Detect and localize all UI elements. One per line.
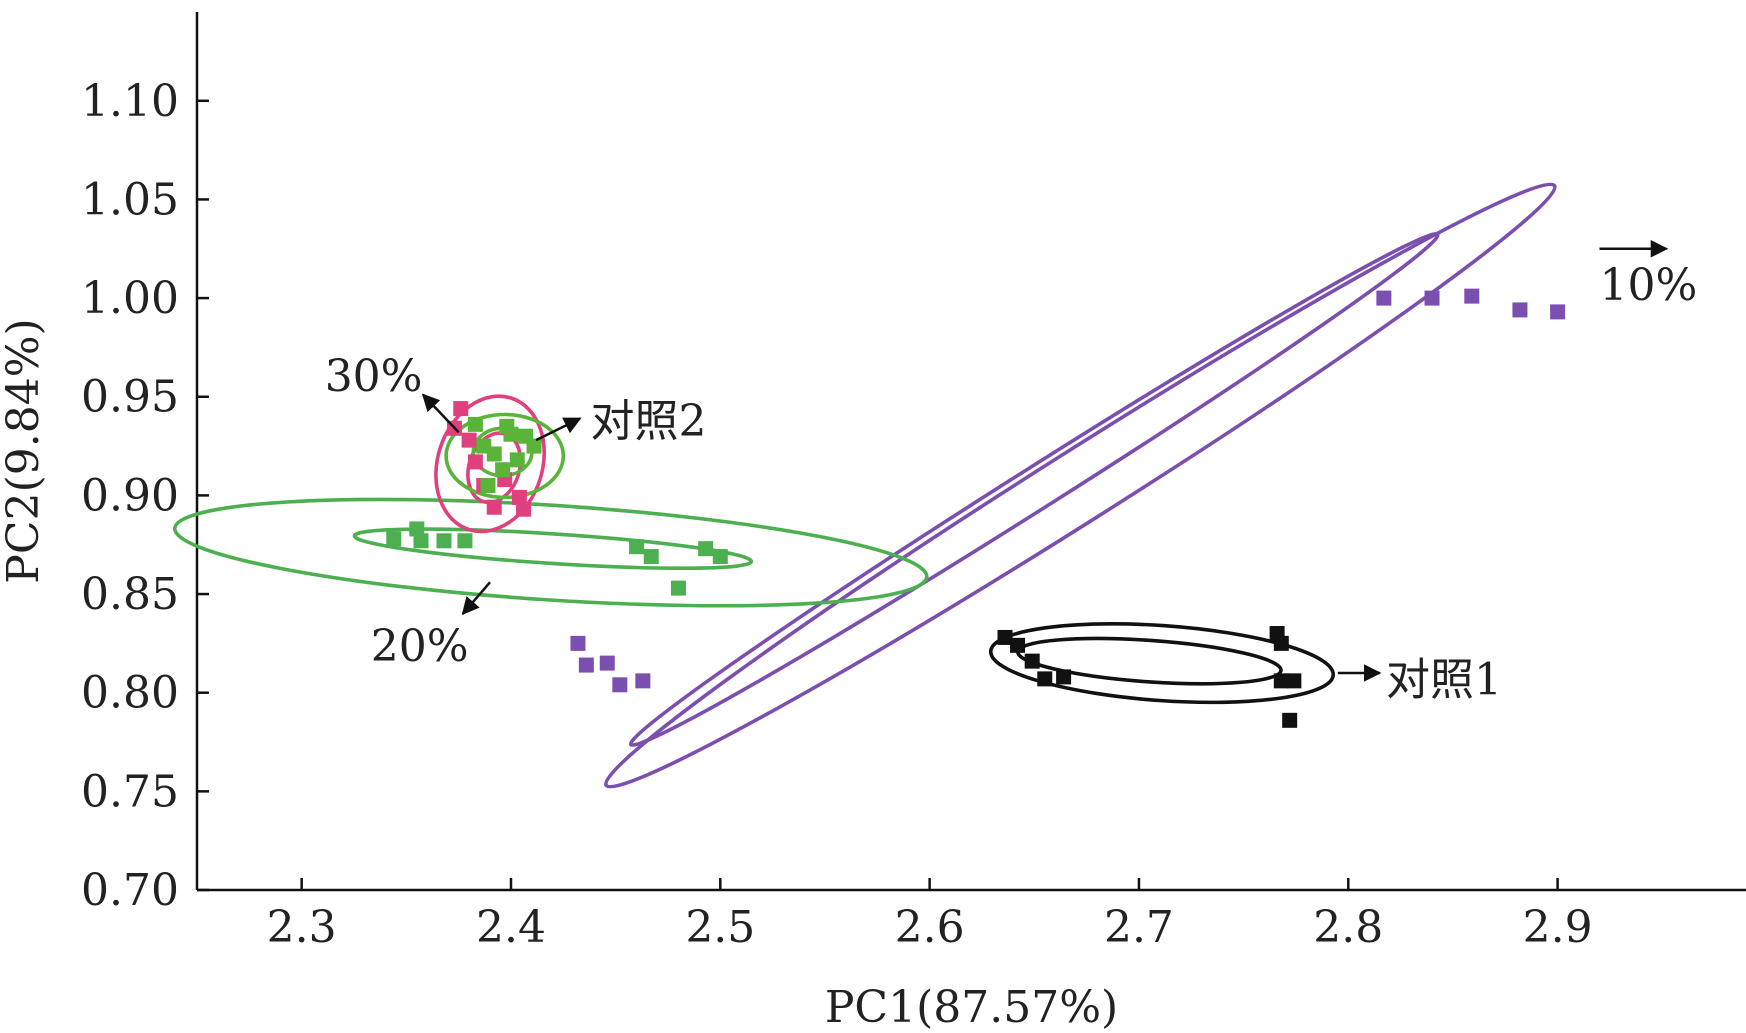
inner-ellipse: [352, 527, 754, 571]
x-tick-label: 2.3: [267, 902, 337, 953]
x-tick-label: 2.9: [1523, 902, 1593, 953]
data-point: [511, 489, 527, 505]
data-point: [1282, 712, 1298, 728]
x-tick-label: 2.4: [476, 902, 546, 953]
y-tick-label: 1.00: [81, 273, 179, 324]
data-point: [1376, 290, 1392, 306]
x-tick-label: 2.8: [1313, 902, 1383, 953]
x-tick-label: 2.6: [895, 902, 965, 953]
data-point: [1056, 669, 1072, 685]
data-point: [467, 454, 483, 470]
data-point: [409, 521, 425, 537]
data-point: [1286, 673, 1302, 689]
data-point: [436, 533, 452, 549]
data-point: [509, 452, 525, 468]
data-point: [1424, 290, 1440, 306]
annotation-arrow: [535, 417, 582, 442]
data-point: [698, 541, 714, 557]
data-point: [486, 446, 502, 462]
data-point: [629, 539, 645, 555]
confidence-ellipses: [172, 182, 1557, 789]
outer-ellipse: [603, 182, 1557, 789]
data-point: [413, 533, 429, 549]
y-tick-label: 1.05: [81, 174, 179, 225]
y-tick-label: 0.75: [81, 766, 179, 817]
data-point: [1464, 288, 1480, 304]
data-point: [712, 549, 728, 565]
data-point: [1024, 653, 1040, 669]
data-point: [1512, 302, 1528, 318]
data-point: [499, 418, 515, 434]
data-point: [643, 549, 659, 565]
data-point: [461, 432, 477, 448]
outer-ellipse: [172, 497, 929, 608]
outer-ellipse: [988, 622, 1336, 705]
data-point: [516, 501, 532, 517]
annotation-label: 10%: [1599, 260, 1697, 311]
data-point: [578, 657, 594, 673]
annotation-arrow: [461, 581, 492, 616]
data-point: [570, 635, 586, 651]
y-tick-label: 0.70: [81, 865, 179, 916]
x-tick-label: 2.5: [685, 902, 755, 953]
data-point: [612, 677, 628, 693]
y-axis-title: PC2(9.84%): [0, 318, 49, 583]
outer-ellipse: [444, 412, 566, 500]
group-annotations: 10% 20% 30% 对照2 对照1: [325, 240, 1697, 706]
data-point: [1037, 671, 1053, 687]
data-point: [457, 533, 473, 549]
annotation-label: 对照1: [1386, 655, 1502, 706]
data-point: [486, 499, 502, 515]
data-point: [1550, 304, 1566, 320]
data-point: [453, 401, 469, 417]
data-point: [526, 438, 542, 454]
y-tick-label: 0.85: [81, 569, 179, 620]
data-point: [1273, 635, 1289, 651]
annotation-arrow: [421, 393, 460, 434]
x-axis-title: PC1(87.57%): [825, 982, 1118, 1033]
data-point: [480, 478, 496, 494]
data-point: [386, 531, 402, 547]
data-point: [1010, 637, 1026, 653]
annotation-label: 对照2: [591, 396, 707, 447]
data-points: [386, 288, 1566, 728]
data-point: [1273, 673, 1289, 689]
outer-ellipse: [434, 394, 547, 534]
data-point: [635, 673, 651, 689]
data-point: [670, 580, 686, 596]
annotation-label: 20%: [371, 621, 469, 672]
data-point: [467, 416, 483, 432]
data-point: [997, 629, 1013, 645]
y-tick-label: 0.80: [81, 668, 179, 719]
data-point: [495, 462, 511, 478]
y-tick-label: 0.90: [81, 470, 179, 521]
data-point: [599, 655, 615, 671]
y-tick-label: 1.10: [81, 76, 179, 127]
y-tick-label: 0.95: [81, 372, 179, 423]
annotation-label: 30%: [325, 351, 423, 402]
x-tick-label: 2.7: [1104, 902, 1174, 953]
inner-ellipse: [628, 232, 1440, 747]
axes: 2.3 2.4 2.5 2.6 2.7 2.8 2.9 0.70 0.75 0.80 0.85 0.9…: [81, 12, 1746, 953]
